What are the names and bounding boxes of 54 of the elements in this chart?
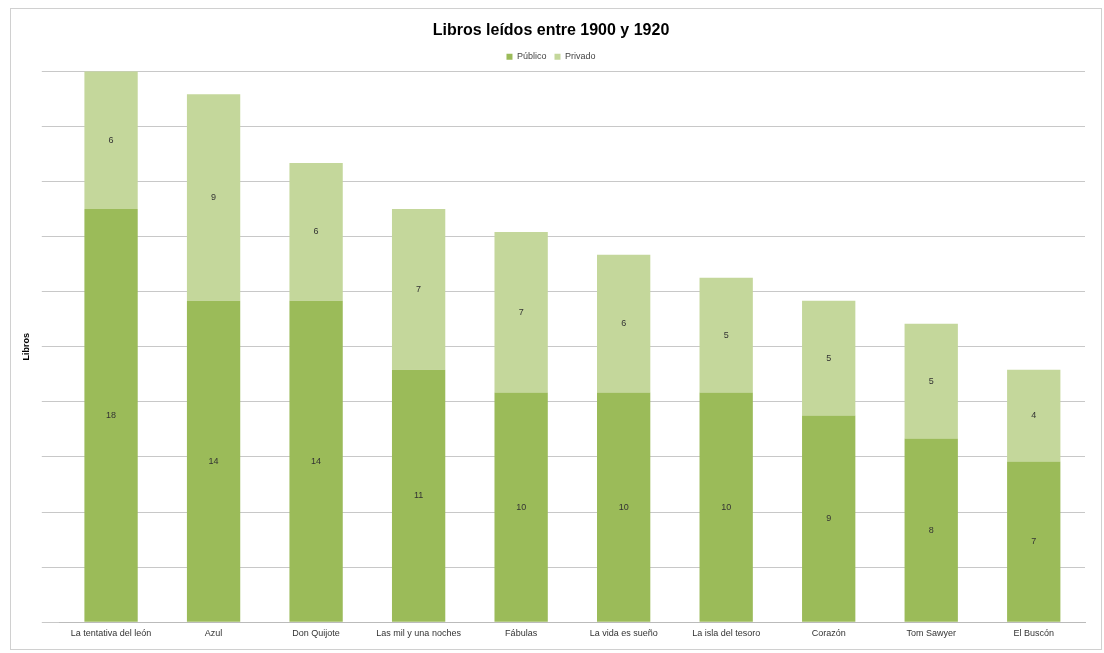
x-tick-label: El Buscón <box>1013 628 1055 639</box>
data-label: 10 <box>516 501 527 512</box>
data-label: 14 <box>311 455 322 466</box>
y-axis-title: Libros <box>20 332 31 361</box>
bar <box>289 300 343 622</box>
bar <box>84 71 138 209</box>
data-label: 7 <box>518 306 524 317</box>
bar <box>1007 461 1061 622</box>
x-tick-label: Fábulas <box>505 628 538 639</box>
bar <box>494 231 548 393</box>
data-label: 9 <box>826 513 832 524</box>
bar <box>289 163 343 301</box>
data-label: 4 <box>1031 410 1037 421</box>
bar <box>84 208 138 622</box>
bar <box>494 392 548 622</box>
data-label: 6 <box>621 318 627 329</box>
data-label: 11 <box>413 490 424 501</box>
x-tick-label: La vida es sueño <box>589 628 658 639</box>
data-label: 10 <box>721 501 732 512</box>
bar <box>904 438 958 622</box>
bar <box>186 300 241 622</box>
bar <box>802 300 856 416</box>
x-tick-label: Las mil y una noches <box>376 628 462 639</box>
data-label: 5 <box>826 352 832 363</box>
bar <box>597 392 651 622</box>
x-tick-label: La isla del tesoro <box>692 628 761 639</box>
bar <box>699 392 753 622</box>
data-label: 14 <box>208 455 219 466</box>
data-label: 7 <box>416 283 422 294</box>
legend-label: Público <box>516 51 547 62</box>
bar <box>597 254 651 393</box>
legend-label: Privado <box>565 51 596 62</box>
x-tick-label: Azul <box>204 628 223 639</box>
x-tick-label: Corazón <box>811 628 846 639</box>
bar <box>186 94 241 301</box>
x-tick-label: Tom Sawyer <box>906 628 956 639</box>
data-label: 8 <box>928 524 934 535</box>
x-tick-label: Don Quijote <box>292 628 340 639</box>
bar <box>802 415 856 622</box>
data-label: 18 <box>106 409 117 420</box>
bar <box>391 369 446 622</box>
data-label: 10 <box>618 501 629 512</box>
bar <box>904 323 958 439</box>
data-label: 9 <box>211 191 217 202</box>
data-label: 5 <box>928 375 934 386</box>
x-tick-label: La tentativa del león <box>70 628 152 639</box>
bar <box>391 208 446 370</box>
bar <box>699 277 753 393</box>
chart-title: Libros leídos entre 1900 y 1920 <box>432 21 670 39</box>
data-label: 7 <box>1031 536 1037 547</box>
data-label: 6 <box>108 134 114 145</box>
bar <box>1007 369 1061 462</box>
data-label: 6 <box>313 226 319 237</box>
data-label: 5 <box>723 329 729 340</box>
